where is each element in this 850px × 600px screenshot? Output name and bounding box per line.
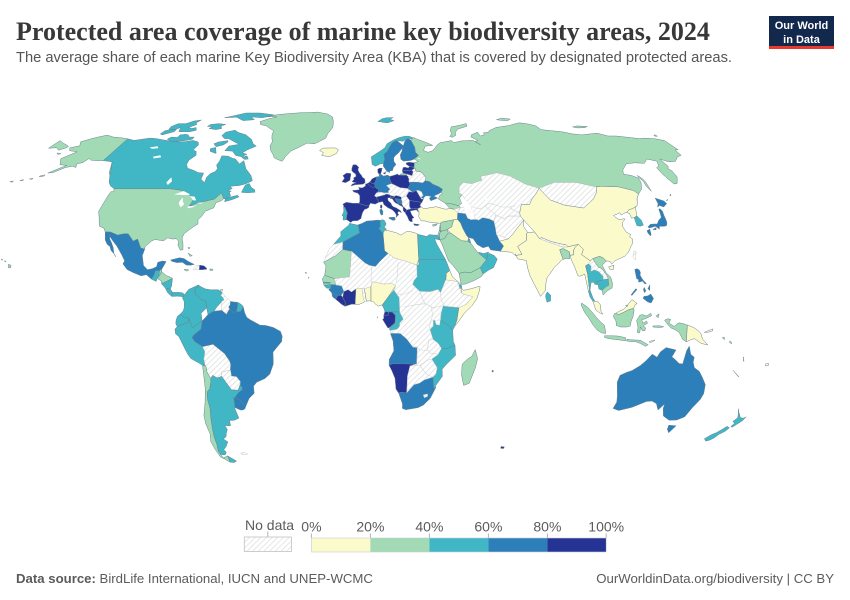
svg-text:20%: 20% [356,519,384,535]
svg-text:No data: No data [245,517,294,533]
svg-text:0%: 0% [301,519,321,535]
svg-text:100%: 100% [588,519,624,535]
svg-text:60%: 60% [474,519,502,535]
svg-text:80%: 80% [533,519,561,535]
svg-text:40%: 40% [415,519,443,535]
